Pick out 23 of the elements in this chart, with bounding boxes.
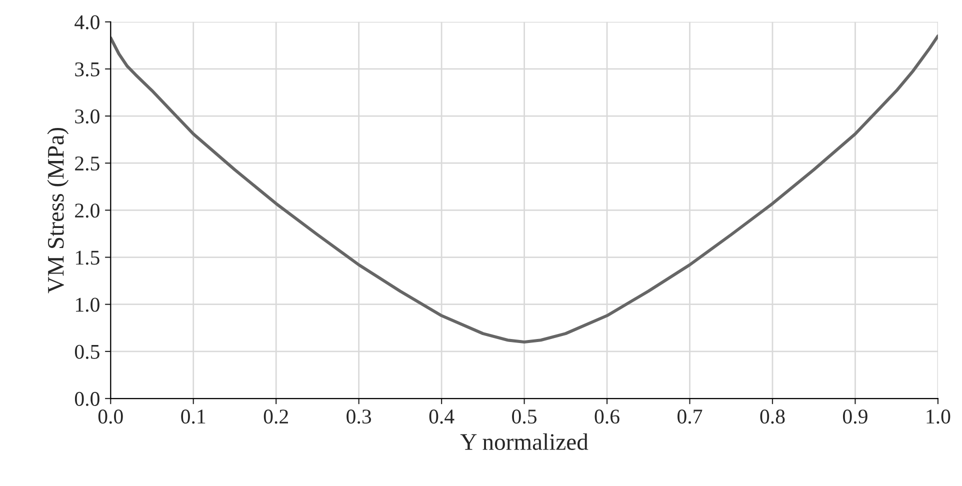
line-series: [110, 34, 938, 344]
x-tick-label: 1.0: [926, 410, 950, 424]
y-tick-label: 2.0: [75, 204, 100, 218]
x-axis-title: Y normalized: [460, 433, 588, 450]
y-tick-label: 3.5: [75, 62, 100, 76]
y-axis-title: VM Stress (MPa): [47, 128, 69, 294]
x-tick-label: 0.7: [678, 410, 702, 424]
y-tick-label: 0.0: [74, 392, 100, 406]
x-tick-label: 0.3: [346, 410, 372, 424]
x-tick-label: 0.4: [429, 410, 454, 424]
x-tick-label: 0.2: [264, 410, 288, 424]
x-tick-label: 0.9: [842, 410, 868, 424]
x-tick-label: 0.6: [594, 410, 620, 424]
y-tick-label: 4.0: [74, 15, 100, 30]
y-tick-label: 2.5: [75, 156, 100, 171]
y-tick-label: 1.5: [76, 250, 100, 265]
x-tick-label: 0.8: [760, 410, 785, 424]
x-tick-label: 0.5: [512, 410, 536, 424]
x-tick-label: 0.1: [181, 410, 206, 424]
y-tick-label: 0.5: [74, 344, 100, 359]
y-tick-label: 3.0: [75, 109, 100, 124]
x-tick-label: 0.0: [98, 410, 123, 424]
y-tick-label: 1.0: [76, 298, 100, 312]
